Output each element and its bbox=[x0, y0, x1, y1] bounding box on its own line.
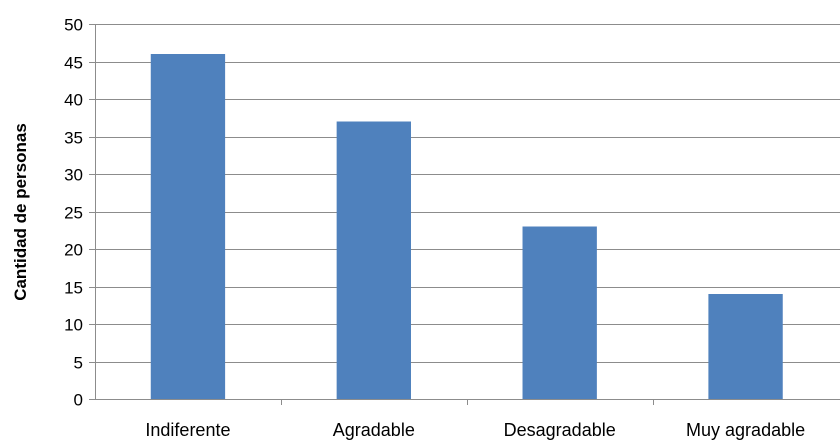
x-category-label-agradable: Agradable bbox=[333, 420, 415, 440]
y-tick-label-5: 5 bbox=[74, 354, 83, 373]
y-tick-label-15: 15 bbox=[64, 279, 83, 298]
y-tick-label-45: 45 bbox=[64, 54, 83, 73]
y-axis-ticks: 0 5 10 15 20 25 30 35 40 45 50 bbox=[64, 16, 95, 410]
x-category-label-indiferente: Indiferente bbox=[145, 420, 230, 440]
y-tick-label-30: 30 bbox=[64, 166, 83, 185]
x-axis-category-labels: Indiferente Agradable Desagradable Muy agra… bbox=[145, 420, 805, 440]
y-tick-label-20: 20 bbox=[64, 241, 83, 260]
y-tick-label-35: 35 bbox=[64, 129, 83, 148]
y-tick-label-10: 10 bbox=[64, 316, 83, 335]
bar-muy-agradable bbox=[708, 294, 783, 399]
bars bbox=[150, 54, 783, 399]
y-tick-label-50: 50 bbox=[64, 16, 83, 35]
y-tick-label-40: 40 bbox=[64, 91, 83, 110]
bar-agradable bbox=[336, 121, 411, 399]
x-category-label-desagradable: Desagradable bbox=[504, 420, 616, 440]
y-tick-label-25: 25 bbox=[64, 204, 83, 223]
bar-indiferente bbox=[150, 54, 226, 399]
y-tick-label-0: 0 bbox=[74, 391, 83, 410]
bar-desagradable bbox=[522, 226, 597, 399]
x-axis bbox=[95, 24, 840, 405]
y-axis-label: Cantidad de personas bbox=[11, 123, 30, 301]
x-category-label-muy-agradable: Muy agradable bbox=[686, 420, 805, 440]
